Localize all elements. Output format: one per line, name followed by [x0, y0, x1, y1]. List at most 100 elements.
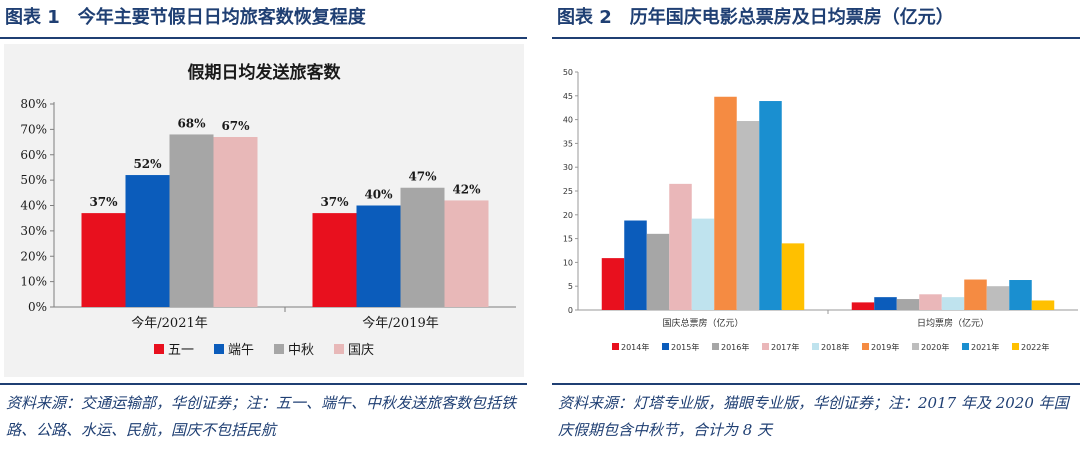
- figure-2-bottom-rule: [552, 383, 1080, 385]
- chart2-bar: [691, 218, 715, 310]
- figure-1-chart-area: 假期日均发送旅客数 0% 10% 20% 30% 40% 50% 60% 70% 80% 37% 52…: [4, 44, 524, 377]
- chart2-bar: [736, 121, 760, 310]
- chart1-ytick-label: 10%: [20, 275, 47, 289]
- chart2-bar: [624, 220, 647, 310]
- chart1-bar: [81, 213, 126, 307]
- chart2-legend-item: 2016年: [712, 342, 749, 352]
- chart1-data-label: 47%: [408, 170, 437, 184]
- chart2-legend-item: 2021年: [962, 342, 999, 352]
- chart1-legend-item: 五一: [154, 343, 194, 358]
- figure-1-title: 图表 1 今年主要节假日日均旅客数恢复程度: [5, 7, 366, 28]
- chart1-data-label: 52%: [133, 157, 162, 171]
- chart1-data-label: 67%: [221, 119, 250, 133]
- chart1-legend-swatch: [334, 344, 344, 354]
- figure-2-title: 图表 2 历年国庆电影总票房及日均票房（亿元）: [557, 7, 954, 28]
- chart1-bar: [125, 175, 170, 307]
- figure-1-chart: 假期日均发送旅客数 0% 10% 20% 30% 40% 50% 60% 70% 80% 37% 52…: [20, 62, 516, 358]
- chart1-bar: [169, 134, 214, 307]
- figure-2-chart-area: 0 5 10 15 20 25 30 35 40 45 50 国庆总票房（亿元） 日均票房（亿元） 201…: [552, 52, 1080, 377]
- chart2-legend-swatch: [812, 343, 819, 350]
- chart2-ytick-label: 35: [563, 139, 573, 148]
- chart2-bar: [646, 233, 670, 310]
- figure-1-bottom-rule: [0, 383, 527, 385]
- chart1-title: 假期日均发送旅客数: [188, 62, 342, 83]
- chart2-legend-label: 2022年: [1021, 342, 1049, 352]
- chart2-ytick-label: 45: [563, 92, 573, 101]
- chart1-ytick-label: 50%: [20, 173, 47, 187]
- chart1-bar: [213, 136, 258, 307]
- chart1-ytick-label: 40%: [20, 199, 47, 213]
- chart2-legend-swatch: [912, 343, 919, 350]
- chart1-category-label: 今年/2019年: [362, 315, 438, 331]
- chart1-legend-item: 端午: [214, 343, 254, 358]
- chart1-data-label: 37%: [89, 195, 118, 209]
- chart2-bar: [874, 297, 897, 310]
- chart2-bar: [1009, 280, 1032, 310]
- chart2-legend-label: 2019年: [871, 342, 899, 352]
- chart2-legend-swatch: [862, 343, 869, 350]
- chart1-legend-item: 国庆: [334, 343, 374, 358]
- chart2-ytick-label: 10: [563, 258, 573, 267]
- figure-2-chart: 0 5 10 15 20 25 30 35 40 45 50 国庆总票房（亿元） 日均票房（亿元） 201…: [563, 68, 1078, 352]
- chart2-legend-item: 2015年: [662, 342, 699, 352]
- figure-2-top-rule: [552, 37, 1080, 39]
- chart2-ytick-label: 20: [563, 211, 573, 220]
- chart1-legend-item: 中秋: [274, 343, 314, 358]
- chart2-bar: [986, 286, 1010, 310]
- chart1-ytick-label: 70%: [20, 122, 47, 136]
- chart2-ytick-label: 40: [563, 116, 573, 125]
- chart2-ytick-label: 15: [563, 235, 573, 244]
- figure-1-top-rule: [0, 37, 527, 39]
- chart2-legend-swatch: [962, 343, 969, 350]
- chart2-legend-swatch: [662, 343, 669, 350]
- chart2-bar: [851, 302, 875, 310]
- chart2-legend-label: 2014年: [621, 342, 649, 352]
- chart2-legend-label: 2016年: [721, 342, 749, 352]
- chart1-ytick-label: 60%: [20, 148, 47, 162]
- chart1-ytick-label: 20%: [20, 249, 47, 263]
- chart2-ytick-label: 50: [563, 68, 573, 77]
- chart1-data-label: 40%: [364, 188, 393, 202]
- chart2-legend-label: 2017年: [771, 342, 799, 352]
- figure-1-panel: 图表 1 今年主要节假日日均旅客数恢复程度 假期日均发送旅客数 0% 10% 20% 3…: [0, 0, 527, 449]
- chart1-bar: [400, 187, 445, 307]
- chart1-legend-label: 中秋: [288, 343, 314, 358]
- chart2-bar: [601, 258, 625, 310]
- chart2-legend-swatch: [1012, 343, 1019, 350]
- chart1-legend-label: 五一: [168, 343, 194, 358]
- chart2-bar: [714, 96, 737, 310]
- chart1-ytick-label: 0%: [28, 300, 47, 314]
- chart2-legend-label: 2018年: [821, 342, 849, 352]
- chart1-category-label: 今年/2021年: [131, 315, 207, 331]
- chart1-bar: [312, 213, 357, 307]
- chart1-legend-swatch: [214, 344, 224, 354]
- chart2-bar: [964, 279, 987, 310]
- chart1-ytick-label: 30%: [20, 224, 47, 238]
- chart1-legend-label: 国庆: [348, 343, 374, 358]
- chart2-legend-item: 2022年: [1012, 342, 1049, 352]
- chart2-category-label: 日均票房（亿元）: [917, 317, 989, 329]
- chart2-legend-item: 2019年: [862, 342, 899, 352]
- chart1-data-label: 68%: [177, 116, 206, 130]
- chart2-legend-item: 2020年: [912, 342, 949, 352]
- chart2-legend-swatch: [612, 343, 619, 350]
- chart2-ytick-label: 30: [563, 163, 573, 172]
- chart2-ytick-label: 25: [563, 187, 573, 196]
- chart1-legend-label: 端午: [228, 343, 254, 358]
- chart1-legend-swatch: [154, 344, 164, 354]
- figure-2-source-note: 资料来源：灯塔专业版，猫眼专业版，华创证券；注：2017 年及 2020 年国庆…: [558, 394, 1069, 439]
- chart2-ytick-label: 5: [568, 282, 573, 291]
- figure-2-panel: 图表 2 历年国庆电影总票房及日均票房（亿元） 0 5 10 15 20 25 30 35 40…: [552, 0, 1080, 449]
- chart1-data-label: 37%: [320, 195, 349, 209]
- chart1-legend-swatch: [274, 344, 284, 354]
- chart2-legend-label: 2015年: [671, 342, 699, 352]
- chart1-ytick-label: 80%: [20, 97, 47, 111]
- chart2-bar: [1031, 300, 1055, 310]
- chart2-legend-swatch: [762, 343, 769, 350]
- chart2-category-label: 国庆总票房（亿元）: [662, 317, 743, 329]
- chart2-bar: [669, 183, 692, 310]
- chart2-legend-label: 2020年: [921, 342, 949, 352]
- chart1-bar: [356, 205, 401, 307]
- chart2-bar: [759, 101, 782, 310]
- chart2-legend-label: 2021年: [971, 342, 999, 352]
